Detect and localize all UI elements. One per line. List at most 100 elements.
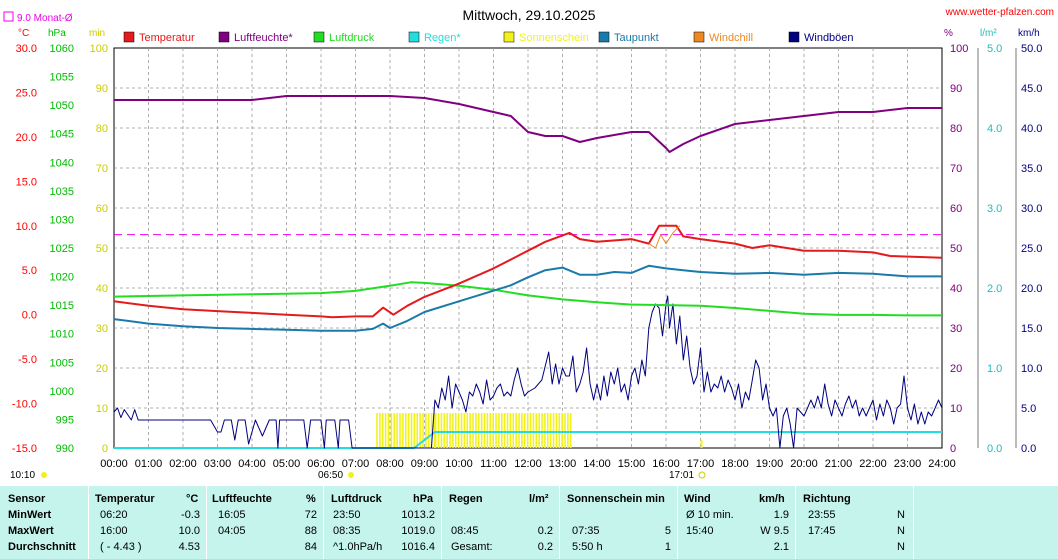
- min-tick-label: 80: [96, 123, 108, 135]
- series-windchill: [648, 225, 681, 249]
- time-tick-label: 13:00: [549, 458, 577, 470]
- sunset-label: 17:01: [669, 470, 694, 481]
- wind-tick-label: 45.0: [1021, 83, 1042, 95]
- sunshine-bar: [546, 413, 549, 448]
- sunshine-bar: [416, 413, 419, 448]
- pct-tick-label: 90: [950, 83, 962, 95]
- sunshine-bar: [425, 413, 427, 448]
- sunshine-bar: [413, 413, 416, 448]
- sunshine-bar: [454, 413, 457, 448]
- unit-hpa: hPa: [48, 28, 66, 39]
- sunshine-bar: [529, 413, 532, 448]
- sunshine-bar: [384, 413, 387, 448]
- rain-tick-label: 5.0: [987, 43, 1002, 55]
- sunshine-bar: [506, 413, 509, 448]
- sunshine-bar: [526, 413, 529, 448]
- sunshine-bar: [495, 413, 497, 448]
- hpa-tick-label: 1045: [50, 129, 74, 141]
- daylength-label: 10:10: [10, 470, 35, 481]
- hpa-tick-label: 1000: [50, 386, 74, 398]
- sunshine-bar: [419, 413, 421, 448]
- cell-s-val: 1: [664, 541, 671, 553]
- chart-axes: 30.0 25.0 20.0 15.0 10.0 5.0 0.0 -5.0 -10.0 -15.0…: [12, 43, 1043, 470]
- min-tick-label: 70: [96, 163, 108, 175]
- pct-tick-label: 80: [950, 123, 962, 135]
- sunshine-bar: [567, 413, 569, 448]
- legend-swatch-luftdruck: [313, 31, 325, 43]
- sunshine-bar: [440, 413, 443, 448]
- cell-r-time: Gesamt:: [451, 541, 493, 553]
- sunshine-bar: [500, 413, 503, 448]
- sunshine-bar: [492, 413, 494, 448]
- min-tick-label: 30: [96, 323, 108, 335]
- sunshine-bar: [427, 413, 430, 448]
- sunshine-bar: [532, 413, 535, 448]
- min-tick-label: 50: [96, 243, 108, 255]
- rain-tick-label: 1.0: [987, 363, 1002, 375]
- hdr-richtung: Richtung: [803, 493, 851, 505]
- cell-ld-time: ^1.0hPa/h: [333, 541, 383, 553]
- sunshine-bar: [410, 413, 413, 448]
- sunshine-bar: [477, 413, 480, 448]
- col-divider: [323, 486, 324, 559]
- time-tick-label: 04:00: [238, 458, 266, 470]
- sunshine-bar: [381, 413, 384, 448]
- wind-tick-label: 40.0: [1021, 123, 1042, 135]
- cell-dir-time: 17:45: [808, 525, 836, 537]
- sunshine-bar: [446, 413, 448, 448]
- time-tick-label: 14:00: [583, 458, 611, 470]
- cell-dir: N: [897, 509, 905, 521]
- sunshine-bar: [521, 413, 523, 448]
- sunshine-bar: [387, 413, 390, 448]
- daylength-icon: [41, 472, 47, 478]
- hpa-tick-label: 1025: [50, 243, 74, 255]
- sunshine-bar: [561, 413, 563, 448]
- sunshine-bar: [466, 413, 469, 448]
- pct-tick-label: 60: [950, 203, 962, 215]
- wind-tick-label: 50.0: [1021, 43, 1042, 55]
- time-tick-label: 06:00: [307, 458, 335, 470]
- cell-r-val: 0.2: [537, 525, 553, 537]
- hdr-regen: Regen: [449, 493, 483, 505]
- cell-dir: N: [897, 541, 905, 553]
- series-taupunkt: [113, 264, 942, 332]
- unit-rain: l/m²: [980, 28, 997, 39]
- cell-t-time: 06:20: [100, 509, 128, 521]
- sunshine-bar: [569, 413, 572, 448]
- sunshine-bar: [393, 413, 396, 448]
- sunshine-bar: [434, 413, 437, 448]
- hpa-tick-label: 1010: [50, 329, 74, 341]
- pct-tick-label: 50: [950, 243, 962, 255]
- site-link[interactable]: www.wetter-pfalzen.com: [945, 7, 1054, 18]
- sunshine-bar: [498, 413, 500, 448]
- temp-tick-label: -15.0: [12, 443, 37, 455]
- cell-w-val: 2.1: [773, 541, 789, 553]
- series-windboeen: [113, 295, 943, 449]
- sunshine-bar: [518, 413, 520, 448]
- sunshine-bar: [515, 413, 517, 448]
- sunshine-bar: [399, 413, 401, 448]
- sunset-icon: [698, 471, 706, 479]
- legend-label-sonnenschein: Sonnenschein: [519, 32, 589, 44]
- temp-tick-label: -10.0: [12, 399, 37, 411]
- cell-s-val: 5: [664, 525, 671, 537]
- temp-tick-label: 15.0: [16, 176, 37, 188]
- cell-ld-time: 08:35: [333, 525, 361, 537]
- legend-swatch-windchill: [693, 31, 705, 43]
- cell-w-val: W 9.5: [760, 525, 789, 537]
- sunshine-bar: [430, 413, 433, 448]
- sunshine-bar: [558, 413, 561, 448]
- hdr-sensor: Sensor: [8, 493, 46, 505]
- cell-label: MaxWert: [8, 525, 54, 537]
- time-tick-label: 12:00: [514, 458, 542, 470]
- sunshine-bar: [480, 413, 483, 448]
- col-divider: [206, 486, 207, 559]
- legend-label-windchill: Windchill: [709, 32, 753, 44]
- temp-tick-label: 30.0: [16, 43, 37, 55]
- cell-ld-time: 23:50: [333, 509, 361, 521]
- sunshine-bar: [469, 413, 471, 448]
- cell-s-time: 5:50 h: [572, 541, 603, 553]
- wind-tick-label: 0.0: [1021, 443, 1036, 455]
- hpa-tick-label: 1005: [50, 357, 74, 369]
- time-tick-label: 00:00: [100, 458, 128, 470]
